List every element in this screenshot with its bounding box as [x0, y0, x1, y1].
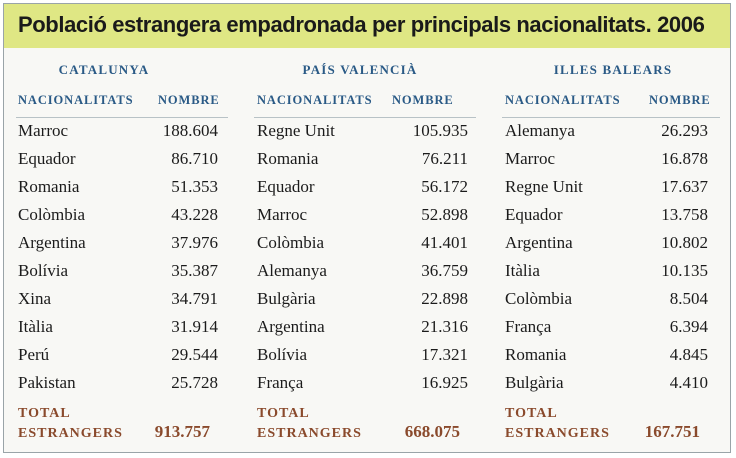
nationality-name: Pakistan	[18, 373, 76, 392]
nationality-number: 21.316	[421, 317, 468, 336]
nationality-name: Itàlia	[505, 261, 540, 280]
nationality-name: Romania	[257, 149, 319, 168]
column-header-number: NOMBRE	[158, 93, 220, 107]
nationality-name: Colòmbia	[257, 233, 325, 252]
region-heading: ILLES BALEARS	[553, 62, 673, 77]
nationality-number: 6.394	[669, 317, 708, 336]
total-value: 668.075	[404, 422, 460, 441]
region-heading: CATALUNYA	[58, 62, 150, 77]
nationality-number: 16.925	[421, 373, 468, 392]
nationality-number: 188.604	[162, 121, 218, 140]
nationality-name: Regne Unit	[505, 177, 583, 196]
nationality-number: 56.172	[421, 177, 468, 196]
nationality-number: 4.410	[669, 373, 708, 392]
nationality-name: Argentina	[505, 233, 573, 252]
region-heading: PAÍS VALENCIÀ	[302, 62, 418, 77]
title-bar: Població estrangera empadronada per prin…	[4, 4, 730, 48]
nationality-number: 29.544	[171, 345, 218, 364]
nationality-name: Marroc	[257, 205, 308, 224]
nationality-name: Bulgària	[505, 373, 564, 392]
nationality-number: 105.935	[412, 121, 468, 140]
nationality-name: Argentina	[257, 317, 325, 336]
nationality-name: Equador	[505, 205, 563, 224]
total-value: 913.757	[154, 422, 210, 441]
nationality-number: 52.898	[421, 205, 468, 224]
column-header-nationality: NACIONALITATS	[18, 93, 134, 107]
header-divider	[502, 117, 720, 118]
nationality-number: 43.228	[171, 205, 218, 224]
nationality-number: 35.387	[171, 261, 218, 280]
nationality-number: 17.637	[661, 177, 708, 196]
nationality-number: 4.845	[669, 345, 708, 364]
nationality-number: 13.758	[661, 205, 708, 224]
nationality-name: Alemanya	[257, 261, 327, 280]
nationality-number: 10.802	[661, 233, 708, 252]
nationality-name: Colòmbia	[18, 205, 86, 224]
column-header-nationality: NACIONALITATS	[257, 93, 373, 107]
nationality-number: 31.914	[171, 317, 218, 336]
nationality-name: Bolívia	[18, 261, 69, 280]
nationality-name: Romania	[18, 177, 80, 196]
total-label: TOTAL	[505, 406, 558, 421]
total-label-strangers: ESTRANGERS	[257, 426, 362, 441]
nationality-number: 26.293	[661, 121, 708, 140]
column-header-nationality: NACIONALITATS	[505, 93, 621, 107]
nationality-number: 8.504	[669, 289, 708, 308]
nationality-number: 10.135	[661, 261, 708, 280]
header-divider	[254, 117, 476, 118]
nationality-number: 51.353	[171, 177, 218, 196]
nationality-name: Itàlia	[18, 317, 53, 336]
nationality-name: Regne Unit	[257, 121, 335, 140]
nationality-name: Perú	[18, 345, 50, 364]
total-label: TOTAL	[257, 406, 310, 421]
total-label: TOTAL	[18, 406, 71, 421]
table-panel: Població estrangera empadronada per prin…	[3, 3, 731, 453]
nationality-number: 25.728	[171, 373, 218, 392]
column-header-number: NOMBRE	[649, 93, 711, 107]
total-label-strangers: ESTRANGERS	[505, 426, 610, 441]
nationality-name: Marroc	[18, 121, 69, 140]
nationality-name: França	[505, 317, 552, 336]
nationality-name: Bolívia	[257, 345, 308, 364]
nationality-number: 36.759	[421, 261, 468, 280]
nationality-name: Xina	[18, 289, 52, 308]
nationality-number: 37.976	[171, 233, 218, 252]
nationality-number: 34.791	[171, 289, 218, 308]
column-header-number: NOMBRE	[392, 93, 454, 107]
nationality-number: 22.898	[421, 289, 468, 308]
nationality-name: Argentina	[18, 233, 86, 252]
nationality-number: 86.710	[171, 149, 218, 168]
nationality-name: Equador	[18, 149, 76, 168]
nationality-number: 17.321	[421, 345, 468, 364]
total-label-strangers: ESTRANGERS	[18, 426, 123, 441]
nationality-number: 16.878	[661, 149, 708, 168]
page-title: Població estrangera empadronada per prin…	[18, 12, 705, 37]
nationality-name: Marroc	[505, 149, 556, 168]
nationality-name: Colòmbia	[505, 289, 573, 308]
nationality-name: Bulgària	[257, 289, 316, 308]
nationality-name: Equador	[257, 177, 315, 196]
total-value: 167.751	[644, 422, 700, 441]
nationality-name: Alemanya	[505, 121, 575, 140]
nationality-number: 41.401	[421, 233, 468, 252]
nationality-number: 76.211	[421, 149, 468, 168]
header-divider	[16, 117, 228, 118]
nationality-name: Romania	[505, 345, 567, 364]
nationality-name: França	[257, 373, 304, 392]
